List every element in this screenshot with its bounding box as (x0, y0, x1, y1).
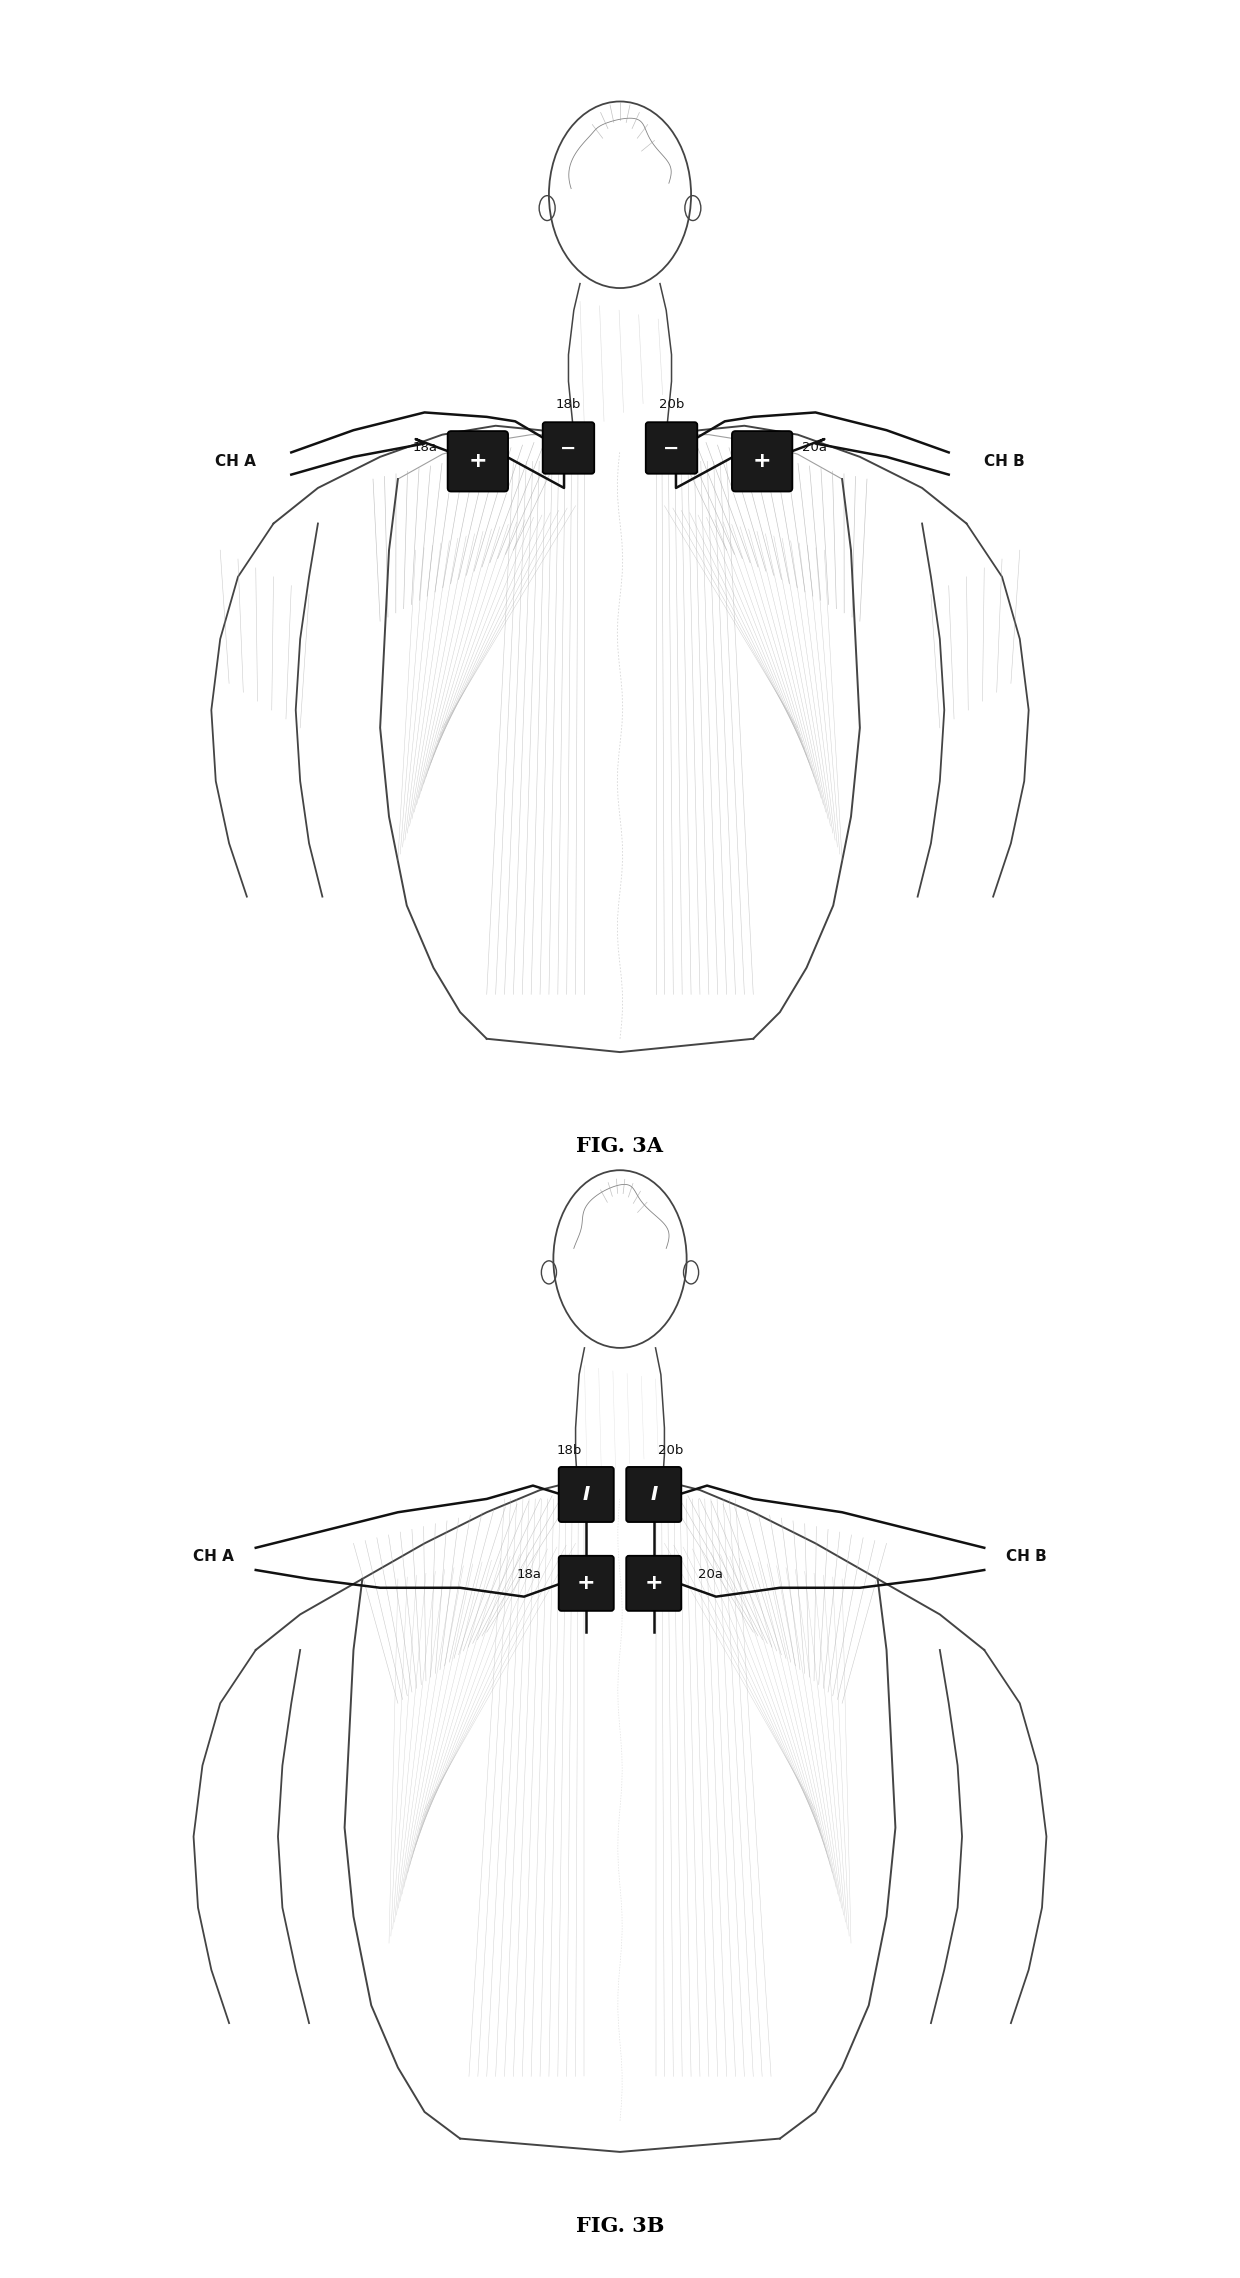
Text: +: + (577, 1574, 595, 1592)
Text: +: + (645, 1574, 663, 1592)
Text: 18a: 18a (413, 442, 438, 456)
FancyBboxPatch shape (626, 1467, 681, 1522)
Text: 20a: 20a (802, 442, 827, 456)
FancyBboxPatch shape (646, 421, 697, 474)
Text: −: − (560, 437, 577, 458)
FancyBboxPatch shape (543, 421, 594, 474)
Text: CH B: CH B (1007, 1549, 1048, 1565)
Text: 20b: 20b (658, 1444, 683, 1458)
Text: 20a: 20a (698, 1567, 723, 1581)
Text: +: + (469, 451, 487, 472)
Text: 18b: 18b (556, 399, 582, 410)
FancyBboxPatch shape (448, 431, 508, 492)
Text: I: I (650, 1485, 657, 1503)
Text: −: − (663, 437, 680, 458)
Text: CH A: CH A (192, 1549, 233, 1565)
FancyBboxPatch shape (559, 1467, 614, 1522)
Text: CH A: CH A (215, 453, 255, 469)
Text: 18a: 18a (517, 1567, 542, 1581)
FancyBboxPatch shape (626, 1556, 681, 1611)
Text: 20b: 20b (658, 399, 684, 410)
Text: 18b: 18b (557, 1444, 582, 1458)
FancyBboxPatch shape (732, 431, 792, 492)
Text: FIG. 3A: FIG. 3A (577, 1137, 663, 1155)
Text: I: I (583, 1485, 590, 1503)
FancyBboxPatch shape (559, 1556, 614, 1611)
Text: FIG. 3B: FIG. 3B (575, 2216, 665, 2235)
Text: +: + (753, 451, 771, 472)
Text: CH B: CH B (985, 453, 1025, 469)
